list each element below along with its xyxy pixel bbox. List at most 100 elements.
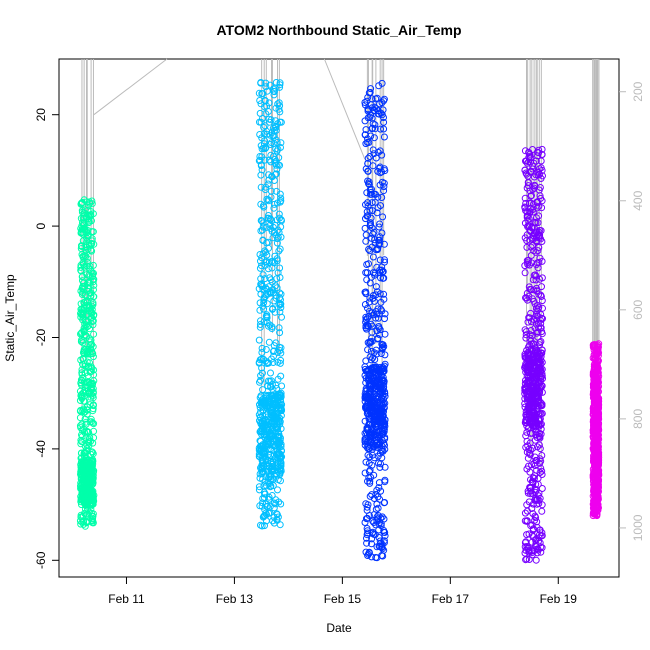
data-point: [380, 118, 388, 126]
data-point: [592, 352, 600, 360]
data-point: [380, 515, 388, 523]
data-point: [366, 477, 374, 485]
data-point: [276, 245, 284, 253]
data-point: [82, 505, 89, 513]
data-point: [90, 312, 98, 320]
data-point: [367, 347, 375, 355]
data-point: [522, 556, 530, 564]
y-tick-label: -20: [34, 328, 48, 346]
data-point: [376, 326, 384, 334]
data-point: [269, 85, 277, 93]
data-point: [86, 289, 94, 297]
data-point: [257, 118, 265, 126]
data-point: [89, 385, 97, 393]
data-point: [258, 344, 266, 352]
data-point: [521, 517, 529, 525]
data-point: [366, 389, 374, 397]
data-point: [258, 282, 265, 289]
data-point: [524, 212, 532, 220]
data-point: [82, 331, 89, 339]
data-point: [262, 79, 270, 87]
data-point: [378, 194, 386, 201]
data-point: [524, 318, 532, 326]
data-point: [259, 271, 267, 279]
data-point: [276, 308, 284, 316]
data-point: [79, 316, 87, 324]
data-point: [361, 224, 369, 232]
data-point: [361, 117, 369, 125]
data-point: [525, 283, 533, 291]
data-point: [277, 118, 285, 126]
data-point: [261, 494, 268, 502]
data-point: [525, 314, 533, 322]
data-point: [593, 345, 601, 353]
data-point: [525, 222, 533, 230]
data-point: [90, 275, 98, 283]
data-point: [90, 366, 98, 374]
data-point: [593, 395, 601, 403]
data-point: [80, 219, 88, 227]
data-point: [276, 81, 284, 89]
data-point: [369, 146, 377, 154]
data-point: [259, 399, 267, 407]
data-point: [529, 146, 536, 153]
data-point: [89, 402, 97, 410]
y2-tick-label: 800: [631, 409, 645, 429]
data-point: [258, 283, 266, 290]
data-point: [379, 213, 387, 221]
data-point: [258, 428, 266, 435]
data-point: [365, 245, 373, 253]
data-point: [265, 156, 273, 164]
data-point: [255, 157, 263, 165]
data-point: [374, 110, 382, 118]
data-point: [278, 382, 286, 390]
data-point: [364, 135, 371, 143]
data-point: [265, 99, 273, 107]
data-point: [370, 150, 378, 158]
series-2: [255, 79, 286, 530]
data-point: [524, 404, 532, 412]
data-point: [274, 269, 282, 277]
data-point: [364, 451, 372, 459]
data-point: [365, 260, 372, 268]
data-point: [258, 456, 266, 464]
y2-tick-label: 1000: [631, 514, 645, 541]
data-point: [84, 282, 92, 290]
data-point: [362, 548, 370, 556]
data-point: [266, 472, 274, 480]
data-point: [272, 145, 280, 153]
series-1: [76, 196, 98, 530]
data-point: [278, 406, 286, 414]
data-point: [521, 147, 529, 155]
y2-tick-label: 400: [631, 190, 645, 210]
data-point: [83, 349, 91, 357]
data-point: [265, 115, 273, 123]
data-point: [361, 101, 369, 109]
data-point: [87, 212, 95, 220]
data-point: [538, 314, 546, 322]
data-point: [523, 501, 531, 509]
data-point: [270, 447, 278, 455]
data-point: [78, 420, 86, 428]
data-point: [531, 379, 539, 387]
data-point: [535, 212, 543, 220]
data-point: [78, 369, 86, 377]
data-point: [594, 365, 602, 373]
data-point: [523, 366, 531, 374]
data-point: [84, 428, 92, 436]
data-point: [366, 206, 374, 214]
data-point: [79, 337, 87, 344]
data-point: [271, 308, 279, 316]
data-point: [537, 157, 545, 165]
data-point: [270, 513, 278, 521]
data-point: [368, 461, 376, 469]
data-point: [362, 215, 369, 223]
data-point: [377, 373, 385, 381]
data-point: [531, 344, 539, 352]
data-point: [88, 365, 96, 372]
data-point: [81, 320, 89, 328]
data-point: [534, 219, 542, 227]
data-point: [267, 369, 274, 377]
data-point: [521, 539, 529, 547]
data-point: [379, 368, 387, 376]
